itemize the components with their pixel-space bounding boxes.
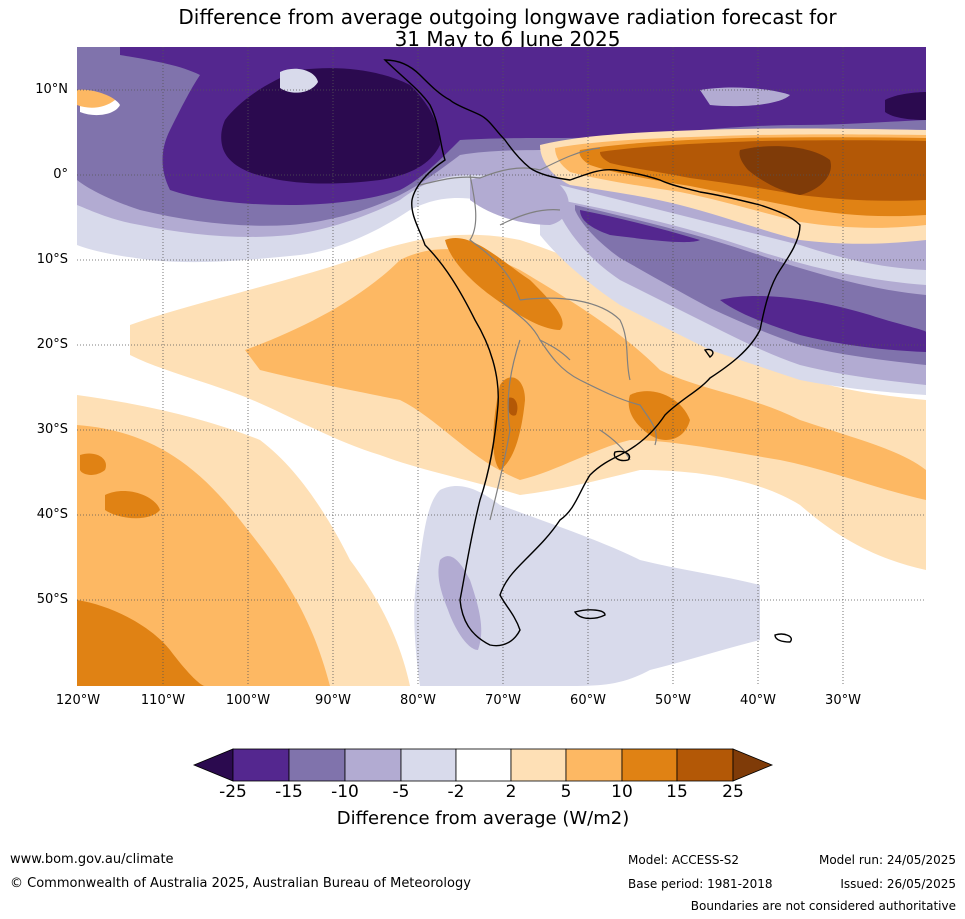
pacific-light-patch [280,68,318,93]
colorbar-tick-label: 25 [722,782,744,802]
colorbar-tick-label: 15 [666,782,688,802]
lon-label-40w: 40°W [740,693,776,708]
amazon-light-purple [470,173,569,225]
graticule [77,47,926,686]
colorbar-bin-8 [621,748,678,782]
colorbar-tick-label: -5 [392,782,410,802]
colorbar-bin-4 [400,748,457,782]
patagonia-light-purple [414,485,760,686]
lon-label-120w: 120°W [55,693,101,708]
disclaimer-text: Boundaries are not considered authoritat… [690,899,956,913]
colorbar-bin-1 [232,748,290,782]
colorbar-tick-label: 10 [611,782,633,802]
south-atlantic-dark-purple [580,210,700,243]
model-text: Model: ACCESS-S2 [628,853,740,867]
lon-label-110w: 110°W [140,693,186,708]
lat-label-10n: 10°N [35,82,68,97]
colorbar-tick-label: -15 [275,782,303,802]
south-pacific-dark-orange-1 [77,600,205,686]
equatorial-darkest-brown [739,146,831,195]
south-pacific-dark-orange-2 [80,453,106,475]
colorbar-title: Difference from average (W/m2) [336,808,630,829]
colorbar-bin-3 [344,748,402,782]
anomaly-field [77,47,926,686]
eastern-pacific-darkest-purple [221,68,440,184]
colorbar-bin-9 [676,748,734,782]
lon-label-60w: 60°W [570,693,606,708]
atlantic-darkest-purple [885,92,926,120]
southern-brazil-dark-orange [628,391,690,440]
website-text: www.bom.gov.au/climate [10,852,174,867]
colorbar-tick-label: -25 [219,782,247,802]
coastline [383,59,801,647]
lat-label-20s: 20°S [36,337,68,352]
colorbar-tick-label: 5 [560,782,572,802]
subtropical-orange-band [245,249,926,500]
pacific-orange-spot [77,89,115,108]
lat-label-40s: 40°S [36,507,68,522]
lon-label-30w: 30°W [825,693,861,708]
lat-label-50s: 50°S [36,592,68,607]
lat-label-10s: 10°S [36,252,68,267]
caribbean-light-patch [700,87,790,107]
colorbar-bin-7 [565,748,623,782]
colorbar [192,748,774,782]
colorbar-bin-5 [455,748,512,782]
base-period-text: Base period: 1981-2018 [628,877,773,891]
model-run-text: Model run: 24/05/2025 [818,853,956,867]
colorbar-tick-label: -2 [447,782,465,802]
copyright-text: © Commonwealth of Australia 2025, Austra… [10,876,471,891]
colorbar-bin-2 [288,748,346,782]
map-title-line-1: Difference from average outgoing longwav… [178,5,837,29]
colorbar-bin-6 [510,748,567,782]
colorbar-high-extension [732,748,774,782]
map-title-line-2: 31 May to 6 June 2025 [394,27,621,51]
lon-label-50w: 50°W [655,693,691,708]
issued-text: Issued: 26/05/2025 [840,877,956,891]
south-atlantic-dark-purple-2 [720,295,926,352]
lat-label-30s: 30°S [36,422,68,437]
colorbar-tick-label: 2 [505,782,517,802]
lon-label-80w: 80°W [400,693,436,708]
south-pacific-orange [77,425,330,686]
lon-label-100w: 100°W [225,693,271,708]
country-boundaries [419,147,657,521]
colorbar-tick-label: -10 [331,782,359,802]
colorbar-low-extension [192,748,234,782]
bolivia-dark-orange [445,238,563,330]
lon-label-70w: 70°W [485,693,521,708]
andes-brown-spot [507,397,518,416]
lon-label-90w: 90°W [315,693,351,708]
lat-label-0: 0° [53,167,68,182]
south-pacific-dark-orange-3 [105,490,160,519]
